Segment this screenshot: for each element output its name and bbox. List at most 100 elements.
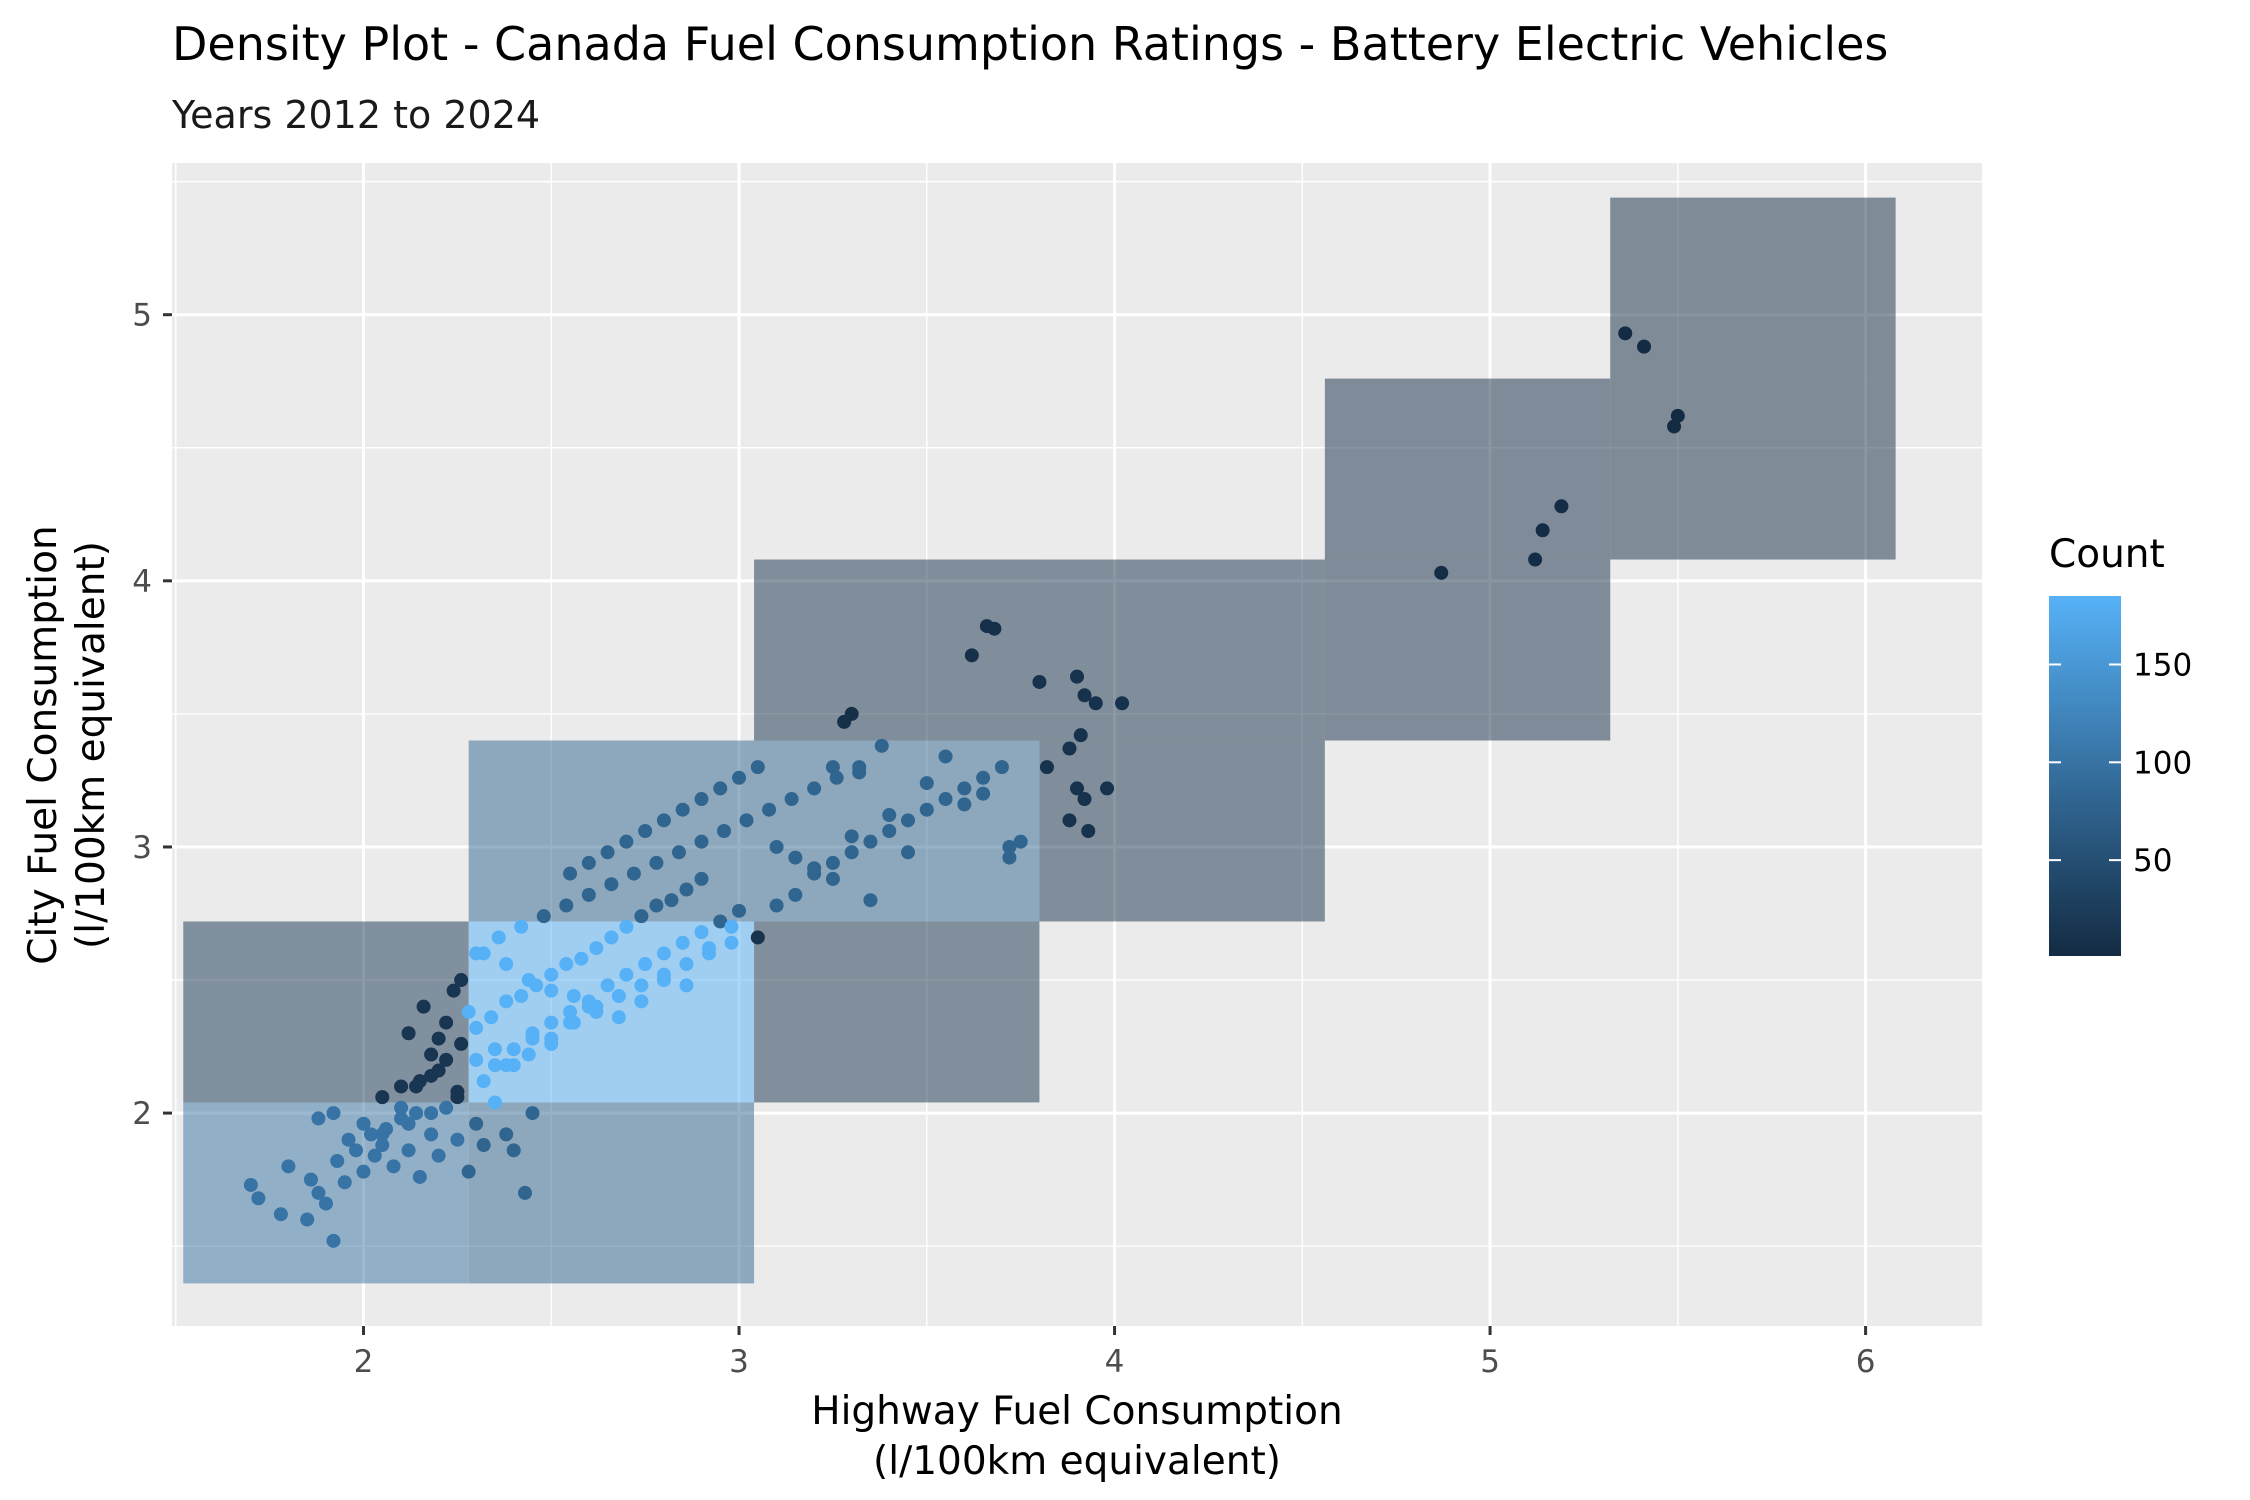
data-point xyxy=(1062,813,1077,828)
data-point xyxy=(1070,781,1084,796)
data-point xyxy=(807,781,822,796)
legend-tick-label: 100 xyxy=(2133,745,2192,781)
data-point xyxy=(454,973,469,988)
data-point xyxy=(559,898,574,913)
data-point xyxy=(476,1074,491,1089)
data-point xyxy=(656,813,671,828)
data-point xyxy=(844,706,859,721)
data-point xyxy=(1670,408,1685,423)
data-point xyxy=(1073,728,1088,743)
data-point xyxy=(724,935,739,950)
data-point xyxy=(454,1036,469,1051)
data-point xyxy=(901,845,916,860)
data-point xyxy=(401,1116,416,1131)
data-point xyxy=(469,1052,484,1067)
y-tick-label: 2 xyxy=(132,1096,152,1132)
data-point xyxy=(318,1196,333,1211)
data-point xyxy=(439,1100,454,1115)
data-point xyxy=(461,1164,476,1179)
data-point xyxy=(521,1047,536,1062)
data-point xyxy=(243,1177,258,1192)
data-point xyxy=(461,1004,476,1019)
data-point xyxy=(311,1185,326,1200)
data-point xyxy=(439,1015,454,1030)
data-point xyxy=(919,776,934,791)
data-point xyxy=(506,1143,521,1158)
data-point xyxy=(574,951,589,966)
legend-colorbar xyxy=(2049,596,2121,956)
chart-title: Density Plot - Canada Fuel Consumption R… xyxy=(172,17,1888,71)
data-point xyxy=(566,988,581,1003)
data-point xyxy=(375,1138,390,1153)
data-point xyxy=(514,919,529,934)
data-point xyxy=(1081,823,1096,838)
data-point xyxy=(938,792,953,807)
data-point xyxy=(536,909,551,924)
x-axis-ticks: 2 3 4 5 6 xyxy=(354,1326,1875,1380)
data-point xyxy=(446,983,461,998)
density-cell xyxy=(1324,559,1611,741)
data-point xyxy=(499,1058,514,1073)
data-point xyxy=(957,797,972,812)
data-point xyxy=(487,1058,502,1073)
y-tick-label: 4 xyxy=(132,564,152,600)
data-point xyxy=(976,786,991,801)
data-point xyxy=(825,871,840,886)
data-point xyxy=(431,1031,446,1046)
data-point xyxy=(394,1079,409,1094)
data-point xyxy=(901,813,916,828)
data-point xyxy=(337,1175,352,1190)
data-point xyxy=(424,1106,439,1121)
x-tick-label: 4 xyxy=(1105,1344,1125,1380)
data-point xyxy=(964,648,979,663)
data-point xyxy=(469,946,484,961)
data-point xyxy=(356,1116,371,1131)
data-point xyxy=(273,1207,288,1222)
data-points xyxy=(243,326,1685,1248)
data-point xyxy=(863,834,878,849)
data-point xyxy=(825,760,840,775)
data-point xyxy=(424,1127,439,1142)
data-point xyxy=(469,1116,484,1131)
data-point xyxy=(367,1148,382,1163)
data-point xyxy=(671,845,686,860)
y-axis-label-line-2: (l/100km equivalent) xyxy=(69,541,114,949)
data-point xyxy=(852,760,867,775)
data-point xyxy=(634,994,649,1009)
data-point xyxy=(634,978,649,993)
data-point xyxy=(679,957,694,972)
data-point xyxy=(521,973,536,988)
data-point xyxy=(563,1004,578,1019)
chart-subtitle: Years 2012 to 2024 xyxy=(171,93,540,137)
data-point xyxy=(874,738,889,753)
legend-tick-label: 50 xyxy=(2133,843,2172,879)
data-point xyxy=(649,855,664,870)
data-point xyxy=(439,1052,454,1067)
data-point xyxy=(1434,565,1449,580)
data-point xyxy=(604,930,619,945)
data-point xyxy=(825,855,840,870)
data-point xyxy=(589,941,604,956)
data-point xyxy=(1062,741,1077,756)
data-point xyxy=(732,770,747,785)
data-point xyxy=(701,946,716,961)
x-tick-label: 3 xyxy=(729,1344,749,1380)
data-point xyxy=(626,866,641,881)
data-point xyxy=(600,978,615,993)
legend-tick-label: 150 xyxy=(2133,647,2192,683)
data-point xyxy=(656,946,671,961)
y-tick-label: 5 xyxy=(132,298,152,334)
data-point xyxy=(1115,696,1130,711)
data-point xyxy=(679,882,694,897)
data-point xyxy=(649,898,664,913)
data-point xyxy=(784,792,799,807)
data-point xyxy=(303,1172,318,1187)
data-point xyxy=(882,808,897,823)
data-point xyxy=(713,781,728,796)
data-point xyxy=(788,850,803,865)
data-point xyxy=(409,1106,424,1121)
data-point xyxy=(424,1047,439,1062)
data-point xyxy=(251,1191,266,1206)
data-point xyxy=(412,1169,427,1184)
data-point xyxy=(638,823,653,838)
